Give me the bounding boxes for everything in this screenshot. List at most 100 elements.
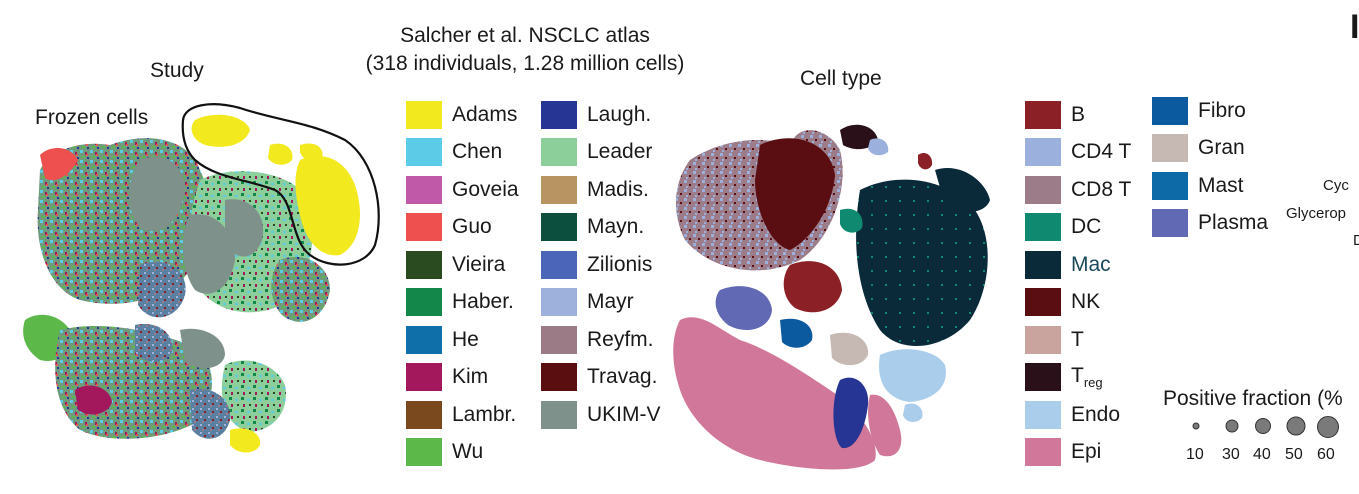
legend-swatch [406, 438, 442, 467]
study-legend-item: Goveia [406, 171, 519, 209]
celltype-legend-item: CD8 T [1025, 171, 1131, 209]
legend-label: UKIM-V [587, 402, 661, 426]
legend-label: T [1071, 327, 1084, 351]
legend-label: Adams [452, 102, 518, 126]
celltype-umap-title: Cell type [800, 67, 882, 90]
legend-label: B [1071, 102, 1086, 126]
positive-fraction-title: Positive fraction (% [1163, 387, 1343, 410]
legend-label: Plasma [1198, 211, 1269, 235]
legend-swatch [1025, 175, 1061, 204]
legend-swatch [541, 213, 577, 242]
celltype-legend-item: CD4 T [1025, 134, 1131, 172]
study-legend-item: Mayn. [541, 209, 661, 247]
study-legend-item: Reyfm. [541, 321, 661, 359]
legend-swatch [541, 100, 577, 129]
celltype-legend-col2: Fibro Gran Mast Plasma [1152, 92, 1268, 242]
legend-swatch [1025, 250, 1061, 279]
celltype-legend-item: Plasma [1152, 205, 1268, 243]
legend-label: Endo [1071, 402, 1121, 426]
legend-swatch [541, 138, 577, 167]
legend-swatch [1025, 100, 1061, 129]
study-legend-item: Vieira [406, 246, 519, 284]
legend-label: Epi [1071, 440, 1102, 464]
legend-swatch [406, 363, 442, 392]
legend-swatch [541, 325, 577, 354]
celltype-legend-item: Endo [1025, 396, 1131, 434]
legend-label: CD4 T [1071, 140, 1132, 164]
frozen-cells-label: Frozen cells [35, 106, 149, 129]
study-legend-item: Kim [406, 359, 519, 397]
study-legend-item: Zilionis [541, 246, 661, 284]
size-dot-40 [1255, 418, 1271, 434]
legend-swatch [1152, 171, 1188, 200]
legend-label: Travag. [587, 365, 658, 389]
legend-label: Goveia [452, 177, 519, 201]
atlas-title-line2: (318 individuals, 1.28 million cells) [365, 52, 685, 75]
study-legend-item: Adams [406, 96, 519, 134]
legend-label: Haber. [452, 290, 514, 314]
legend-swatch [406, 100, 442, 129]
legend-label: Zilionis [587, 252, 653, 276]
study-legend-item: Lambr. [406, 396, 519, 434]
dotplot-row-label-2: Glycerop [1286, 205, 1347, 222]
legend-swatch [541, 288, 577, 317]
size-dot-10 [1192, 422, 1200, 430]
celltype-legend-col1: B CD4 T CD8 T DC Mac NK T Treg Endo Epi [1025, 96, 1131, 471]
celltype-legend-item: Treg [1025, 359, 1131, 397]
legend-label: NK [1071, 290, 1101, 314]
legend-label: Chen [452, 140, 503, 164]
study-legend-item: Laugh. [541, 96, 661, 134]
legend-label-subscript: reg [1083, 375, 1103, 391]
legend-swatch [406, 213, 442, 242]
size-dot-50 [1286, 416, 1306, 436]
legend-label: Vieira [452, 252, 506, 276]
celltype-legend-item: Mac [1025, 246, 1131, 284]
study-legend-item: Leader [541, 134, 661, 172]
legend-swatch [406, 400, 442, 429]
legend-label: CD8 T [1071, 177, 1132, 201]
size-label-50: 50 [1285, 446, 1303, 463]
study-legend-item: Guo [406, 209, 519, 247]
study-legend-item: Travag. [541, 359, 661, 397]
legend-label: Mayn. [587, 215, 645, 239]
legend-swatch [1152, 134, 1188, 163]
legend-label: Leader [587, 140, 653, 164]
size-dot-60 [1317, 416, 1339, 438]
celltype-legend-item: Epi [1025, 434, 1131, 472]
legend-label: Wu [452, 440, 484, 464]
celltype-legend-item: DC [1025, 209, 1131, 247]
legend-swatch [1025, 363, 1061, 392]
celltype-legend-item: T [1025, 321, 1131, 359]
study-legend-col1: Adams Chen Goveia Guo Vieira Haber. He Kim Lambr… [406, 96, 519, 471]
legend-label: He [452, 327, 479, 351]
legend-swatch [1025, 288, 1061, 317]
legend-swatch [1025, 138, 1061, 167]
study-umap-title: Study [150, 59, 204, 82]
legend-swatch [541, 175, 577, 204]
study-legend-item: Wu [406, 434, 519, 472]
legend-swatch [1025, 325, 1061, 354]
study-legend-item: He [406, 321, 519, 359]
legend-swatch [541, 250, 577, 279]
dotplot-row-label-1: Cyc [1323, 177, 1349, 194]
size-label-30: 30 [1222, 446, 1240, 463]
study-legend-col2: Laugh. Leader Madis. Mayn. Zilionis Mayr Reyfm… [541, 96, 661, 434]
legend-label: Mac [1071, 252, 1111, 276]
legend-swatch [406, 288, 442, 317]
legend-swatch [1152, 96, 1188, 125]
legend-swatch [1025, 213, 1061, 242]
size-dot-30 [1225, 419, 1239, 433]
legend-label: Reyfm. [587, 327, 654, 351]
atlas-title-line1: Salcher et al. NSCLC atlas [400, 24, 650, 47]
legend-swatch [1025, 400, 1061, 429]
legend-swatch [1152, 209, 1188, 238]
study-legend-item: UKIM-V [541, 396, 661, 434]
size-label-10: 10 [1186, 446, 1204, 463]
size-label-40: 40 [1253, 446, 1271, 463]
celltype-legend-item: Gran [1152, 130, 1268, 168]
legend-label: Kim [452, 365, 489, 389]
legend-label: Mayr [587, 290, 634, 314]
study-legend-item: Madis. [541, 171, 661, 209]
study-legend-item: Haber. [406, 284, 519, 322]
size-label-60: 60 [1317, 446, 1335, 463]
